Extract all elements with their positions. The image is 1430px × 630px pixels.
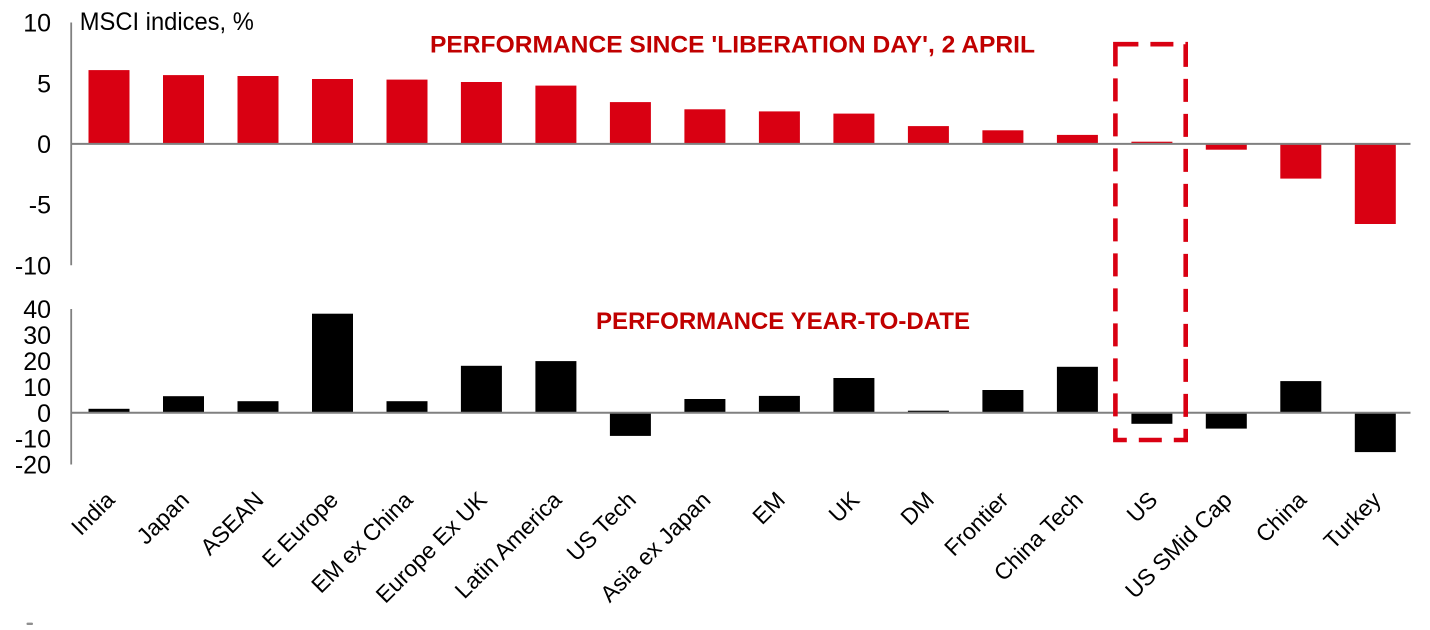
svg-text:5: 5	[37, 70, 51, 98]
svg-text:0: 0	[37, 400, 51, 428]
svg-text:-10: -10	[15, 426, 51, 454]
svg-text:PERFORMANCE SINCE 'LIBERATION: PERFORMANCE SINCE 'LIBERATION DAY', 2 AP…	[430, 31, 1035, 58]
svg-text:10: 10	[23, 374, 51, 402]
svg-text:-20: -20	[15, 452, 51, 480]
svg-text:PERFORMANCE YEAR-TO-DATE: PERFORMANCE YEAR-TO-DATE	[596, 308, 970, 335]
svg-text:10: 10	[23, 10, 51, 38]
svg-text:-5: -5	[29, 192, 51, 220]
svg-text:0: 0	[37, 131, 51, 159]
svg-text:MSCI indices, %: MSCI indices, %	[80, 8, 254, 36]
svg-text:40: 40	[23, 296, 51, 324]
svg-text:30: 30	[23, 322, 51, 350]
svg-text:20: 20	[23, 348, 51, 376]
svg-text:-10: -10	[15, 252, 51, 280]
